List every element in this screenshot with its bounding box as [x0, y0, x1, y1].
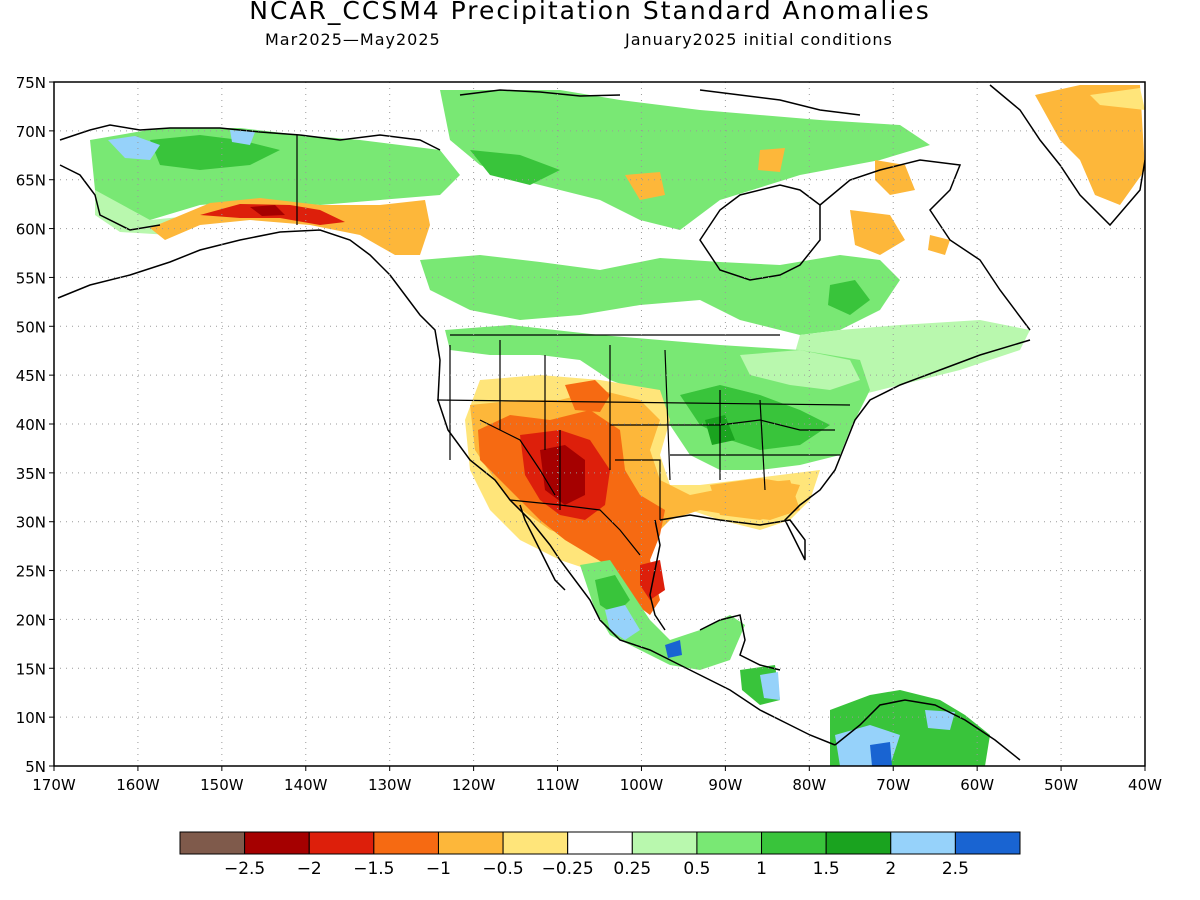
colorbar-swatch	[308, 831, 375, 855]
colorbar-label: 0.25	[613, 859, 651, 879]
colorbar-label: −2.5	[224, 859, 265, 879]
colorado-orange	[565, 380, 610, 412]
colorbar-label: 2	[885, 859, 896, 879]
x-tick-label: 150W	[200, 776, 244, 794]
x-tick-label: 70W	[876, 776, 910, 794]
alaska-blue-2	[230, 130, 255, 145]
y-tick-label: 20N	[16, 611, 46, 629]
y-tick-label: 35N	[16, 465, 46, 483]
map-grid	[54, 82, 1145, 766]
south-america-blue-2	[925, 710, 955, 730]
colorbar-label: 1.5	[813, 859, 840, 879]
canada-orange-n	[625, 172, 665, 200]
southeast-orange	[710, 478, 800, 520]
coastlines	[57, 84, 1145, 761]
y-tick-label: 5N	[25, 758, 46, 776]
canada-green-central	[420, 255, 900, 335]
y-tick-label: 65N	[16, 172, 46, 190]
colorbar-swatch	[825, 831, 892, 855]
greenland-yellow	[1090, 88, 1145, 110]
colorbar-swatch	[567, 831, 633, 855]
colorbar: −2.5 −2 −1.5 −1 −0.5 −0.25 0.25 0.5 1 1.5 2 2.5	[179, 831, 1021, 879]
colorbar-swatch	[502, 831, 569, 855]
colorbar-swatch	[437, 831, 504, 855]
y-tick-label: 25N	[16, 563, 46, 581]
y-tick-label: 60N	[16, 221, 46, 239]
greenland-orange	[1035, 85, 1145, 205]
canada-green-north	[440, 90, 930, 230]
x-tick-label: 90W	[708, 776, 742, 794]
canada-orange-ne	[875, 160, 915, 195]
x-tick-label: 170W	[32, 776, 76, 794]
great-lakes-green-light	[740, 350, 860, 390]
alaska-blue	[108, 136, 160, 160]
central-america-blue-2	[760, 672, 780, 700]
forecast-period: Mar2025—May2025	[265, 30, 441, 49]
colorbar-swatch	[761, 831, 827, 855]
colorbar-label: −0.25	[542, 859, 594, 879]
colorbar-swatch	[954, 831, 1021, 855]
y-tick-label: 50N	[16, 318, 46, 336]
y-tick-label: 40N	[16, 416, 46, 434]
x-tick-label: 130W	[368, 776, 412, 794]
colorbar-label: 0.5	[683, 859, 710, 879]
colorbar-swatch	[179, 831, 246, 855]
colorbar-label: 1	[756, 859, 767, 879]
x-tick-label: 100W	[620, 776, 664, 794]
x-tick-label: 120W	[452, 776, 496, 794]
colorbar-label: −1	[426, 859, 451, 879]
mexico-green-mid	[595, 575, 630, 615]
canada-orange-hudson	[758, 148, 785, 172]
x-tick-label: 50W	[1044, 776, 1078, 794]
mexico-blue	[605, 605, 640, 640]
axis-ticks	[49, 81, 1146, 771]
y-tick-label: 30N	[16, 514, 46, 532]
colorbar-label: −0.5	[482, 859, 523, 879]
south-america-blue-dark	[870, 742, 892, 766]
colorbar-swatch	[890, 831, 956, 855]
southwest-dark-red	[540, 445, 585, 505]
colorbar-label: −1.5	[353, 859, 394, 879]
x-tick-label: 80W	[792, 776, 826, 794]
colorbar-swatch	[696, 831, 763, 855]
canada-green-dark	[828, 280, 870, 315]
alaska-dark-red	[250, 205, 285, 216]
x-tick-label: 60W	[960, 776, 994, 794]
colorbar-label: 2.5	[942, 859, 969, 879]
canada-orange-se	[928, 235, 950, 255]
canada-orange-east	[850, 210, 905, 255]
y-tick-label: 55N	[16, 269, 46, 287]
y-tick-label: 15N	[16, 660, 46, 678]
central-america-blue	[665, 640, 682, 658]
y-tick-label: 75N	[16, 74, 46, 92]
colorbar-swatch	[244, 831, 310, 855]
map-title: NCAR_CCSM4 Precipitation Standard Anomal…	[249, 0, 931, 25]
colorbar-swatch	[631, 831, 698, 855]
anomaly-field	[90, 85, 1145, 766]
y-tick-label: 10N	[16, 709, 46, 727]
x-tick-label: 40W	[1128, 776, 1162, 794]
axis-labels: 170W 160W 150W 140W 130W 120W 110W 100W 90W 80W 70…	[16, 74, 1162, 794]
x-tick-label: 140W	[284, 776, 328, 794]
y-tick-label: 45N	[16, 367, 46, 385]
y-tick-label: 70N	[16, 123, 46, 141]
canada-green-mid	[470, 150, 560, 185]
colorbar-swatch	[373, 831, 439, 855]
x-tick-label: 160W	[116, 776, 160, 794]
colorbar-label: −2	[297, 859, 322, 879]
x-tick-label: 110W	[536, 776, 580, 794]
initial-conditions: January2025 initial conditions	[625, 30, 893, 49]
